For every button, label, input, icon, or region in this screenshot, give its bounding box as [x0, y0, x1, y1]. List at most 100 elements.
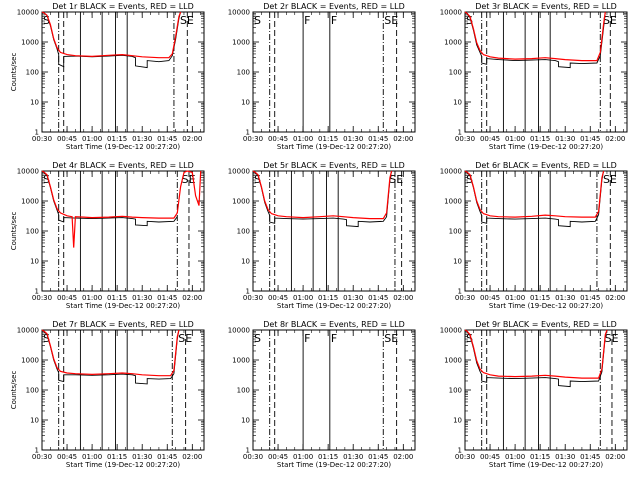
y-tick-label: 1000 [21, 357, 39, 365]
x-tick-label: 00:45 [57, 294, 77, 302]
x-tick-label: 00:30 [32, 294, 52, 302]
x-tick-label: 01:15 [107, 453, 127, 461]
flag-marker: SE [182, 173, 196, 186]
panel-title: Det 4r BLACK = Events, RED = LLD [52, 161, 194, 170]
y-tick-label: 1 [246, 288, 250, 296]
x-tick-label: 01:30 [555, 135, 575, 143]
x-tick-label: 01:45 [580, 135, 600, 143]
y-tick-label: 10000 [17, 9, 39, 17]
x-tick-label: 00:30 [243, 135, 263, 143]
flag-marker: S [466, 173, 473, 186]
series-lld-line [41, 170, 202, 248]
x-tick-label: 01:15 [318, 453, 338, 461]
x-tick-label: 01:15 [107, 135, 127, 143]
series-lld-line [41, 329, 180, 377]
x-tick-label: 01:15 [530, 453, 550, 461]
y-tick-label: 10 [241, 417, 250, 425]
x-tick-label: 01:30 [132, 135, 152, 143]
x-tick-label: 01:00 [293, 135, 313, 143]
x-tick-label: 00:45 [268, 453, 288, 461]
y-tick-label: 1 [35, 447, 39, 455]
y-tick-label: 10000 [440, 327, 462, 335]
flag-marker: S [43, 173, 50, 186]
x-tick-label: 02:00 [605, 294, 625, 302]
y-tick-label: 1000 [232, 39, 250, 47]
y-tick-label: 10000 [228, 327, 250, 335]
plot-frame [41, 329, 205, 451]
panel-3r: Det 3r BLACK = Events, RED = LLD 1 10 100 10… [440, 2, 628, 151]
x-axis-label: Start Time (19-Dec-12 00:27:20) [66, 461, 180, 469]
plot-frame [464, 329, 628, 451]
x-tick-label: 02:00 [182, 453, 202, 461]
y-tick-label: 10 [453, 258, 462, 266]
x-tick-label: 02:00 [605, 135, 625, 143]
panel-title: Det 5r BLACK = Events, RED = LLD [263, 161, 405, 170]
series-lld-line [464, 170, 605, 218]
y-tick-label: 10000 [228, 9, 250, 17]
y-tick-label: 1 [458, 288, 462, 296]
x-axis-label: Start Time (19-Dec-12 00:27:20) [66, 143, 180, 151]
x-tick-label: 01:00 [505, 453, 525, 461]
flag-marker: SE [384, 14, 398, 27]
x-tick-label: 02:00 [393, 135, 413, 143]
flag-marker: F [331, 14, 337, 27]
x-tick-label: 01:00 [293, 453, 313, 461]
panel-7r: Det 7r BLACK = Events, RED = LLD 1 10 100 10… [10, 320, 205, 469]
panel-5r: Det 5r BLACK = Events, RED = LLD 1 10 100 10… [228, 161, 416, 310]
x-tick-label: 01:15 [530, 135, 550, 143]
x-tick-label: 01:45 [368, 453, 388, 461]
y-tick-label: 100 [237, 387, 250, 395]
plot-frame [252, 170, 416, 292]
plot-frame [464, 170, 628, 292]
x-axis-label: Start Time (19-Dec-12 00:27:20) [66, 302, 180, 310]
panel-2r: Det 2r BLACK = Events, RED = LLD 1 10 100 10… [228, 2, 416, 151]
x-tick-label: 00:30 [455, 453, 475, 461]
plot-frame [41, 11, 205, 133]
x-tick-label: 01:45 [580, 294, 600, 302]
flag-marker: S [466, 332, 473, 345]
x-tick-label: 01:00 [293, 294, 313, 302]
flag-marker: SE [384, 332, 398, 345]
x-tick-label: 01:45 [368, 294, 388, 302]
flag-marker: F [304, 14, 310, 27]
y-tick-label: 100 [237, 228, 250, 236]
x-tick-label: 01:15 [318, 135, 338, 143]
panel-title: Det 1r BLACK = Events, RED = LLD [52, 2, 194, 11]
series-lld-line [41, 11, 182, 59]
panel-title: Det 2r BLACK = Events, RED = LLD [263, 2, 405, 11]
y-tick-label: 100 [449, 387, 462, 395]
flag-marker: S [466, 14, 473, 27]
y-tick-label: 10 [30, 417, 39, 425]
x-axis-label: Start Time (19-Dec-12 00:27:20) [489, 143, 603, 151]
y-tick-label: 100 [26, 228, 39, 236]
x-tick-label: 01:30 [343, 135, 363, 143]
y-axis-label: Counts/sec [10, 212, 18, 251]
x-tick-label: 00:45 [480, 135, 500, 143]
x-tick-label: 01:30 [343, 294, 363, 302]
y-tick-label: 1 [35, 129, 39, 137]
y-tick-label: 10000 [17, 168, 39, 176]
x-tick-label: 01:00 [505, 135, 525, 143]
series-events-line [464, 11, 606, 69]
flag-marker: SE [178, 332, 192, 345]
y-tick-label: 1000 [444, 357, 462, 365]
y-tick-label: 1 [35, 288, 39, 296]
x-axis-label: Start Time (19-Dec-12 00:27:20) [489, 302, 603, 310]
x-tick-label: 01:30 [343, 453, 363, 461]
flag-marker: F [331, 332, 337, 345]
plot-frame [252, 329, 416, 451]
panel-9r: Det 9r BLACK = Events, RED = LLD 1 10 100 10… [440, 320, 628, 469]
y-tick-label: 1 [246, 129, 250, 137]
flag-marker: S [254, 173, 261, 186]
y-tick-label: 100 [26, 387, 39, 395]
y-tick-label: 1000 [232, 357, 250, 365]
y-tick-label: 1000 [232, 198, 250, 206]
x-tick-label: 00:30 [32, 453, 52, 461]
series-lld-line [464, 329, 608, 379]
x-tick-label: 00:30 [32, 135, 52, 143]
x-tick-label: 02:00 [393, 294, 413, 302]
x-tick-label: 00:30 [243, 294, 263, 302]
x-axis-label: Start Time (19-Dec-12 00:27:20) [277, 302, 391, 310]
panel-title: Det 6r BLACK = Events, RED = LLD [475, 161, 617, 170]
x-tick-label: 01:45 [157, 453, 177, 461]
